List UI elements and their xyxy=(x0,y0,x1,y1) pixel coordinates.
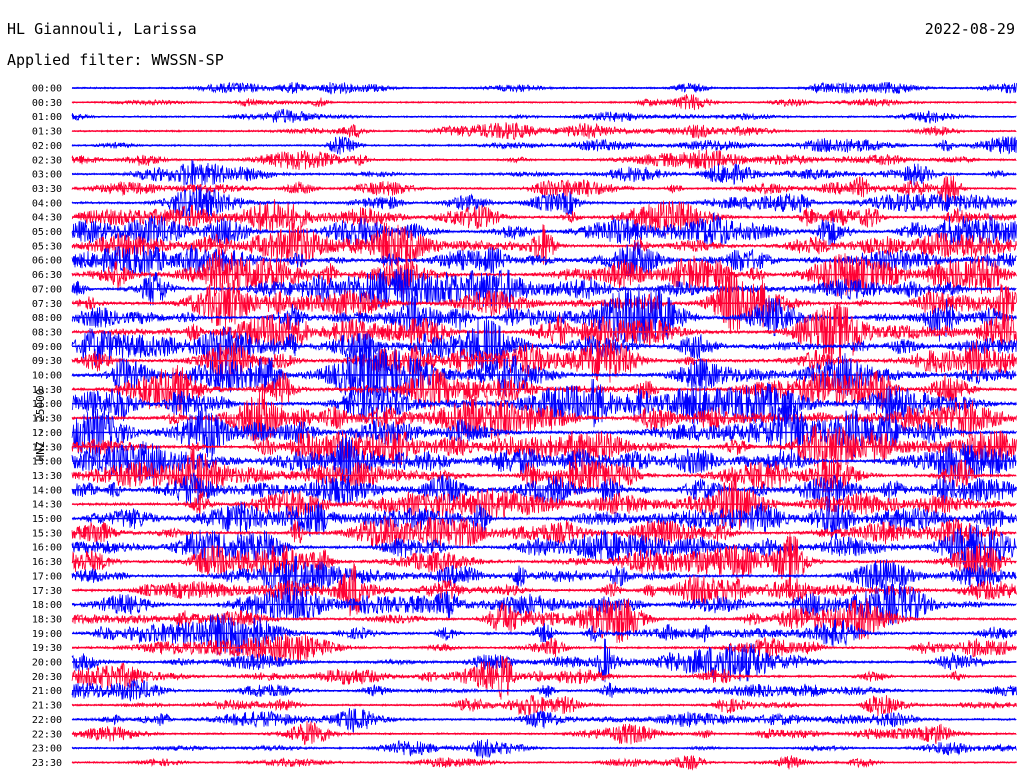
row-time-label: 19:30 xyxy=(32,643,62,654)
row-time-label: 06:30 xyxy=(32,270,62,281)
date-label: 2022-08-29 xyxy=(924,20,1015,38)
row-time-label: 09:30 xyxy=(32,356,62,367)
row-time-label: 21:30 xyxy=(32,701,62,712)
row-time-label: 03:00 xyxy=(32,170,62,181)
trace-row xyxy=(71,81,1017,95)
trace-row xyxy=(71,447,1017,504)
row-time-label: 09:00 xyxy=(32,342,62,353)
trace-row xyxy=(71,249,1017,299)
row-time-label: 05:00 xyxy=(32,227,62,238)
row-time-label: 20:30 xyxy=(32,672,62,683)
row-time-label: 04:00 xyxy=(32,198,62,209)
row-time-label: 03:30 xyxy=(32,184,62,195)
row-time-label: 14:00 xyxy=(32,485,62,496)
row-time-label: 01:00 xyxy=(32,112,62,123)
row-time-label: 05:30 xyxy=(32,241,62,252)
trace-row xyxy=(71,598,1017,643)
trace-row xyxy=(71,472,1017,506)
row-time-label: 22:00 xyxy=(32,715,62,726)
row-time-label: 23:00 xyxy=(32,744,62,755)
row-time-label: 13:00 xyxy=(32,457,62,468)
trace-row xyxy=(71,473,1017,531)
row-time-label: 17:00 xyxy=(32,571,62,582)
row-time-label: 04:30 xyxy=(32,213,62,224)
row-time-label: 07:30 xyxy=(32,299,62,310)
row-time-label: 08:00 xyxy=(32,313,62,324)
row-time-label: 15:30 xyxy=(32,528,62,539)
row-time-label: 18:30 xyxy=(32,614,62,625)
row-time-label: 02:00 xyxy=(32,141,62,152)
row-time-label: 21:00 xyxy=(32,686,62,697)
row-time-label: 16:00 xyxy=(32,543,62,554)
trace-row xyxy=(71,221,1017,269)
trace-row xyxy=(71,708,1017,734)
row-time-label: 15:00 xyxy=(32,514,62,525)
row-time-label: 11:30 xyxy=(32,414,62,425)
row-time-label: 20:00 xyxy=(32,658,62,669)
row-time-label: 22:30 xyxy=(32,729,62,740)
row-time-label: 08:30 xyxy=(32,327,62,338)
row-time-label: 12:00 xyxy=(32,428,62,439)
row-time-label: 14:30 xyxy=(32,500,62,511)
row-time-label: 00:30 xyxy=(32,98,62,109)
trace-row xyxy=(71,555,1017,595)
row-time-label: 02:30 xyxy=(32,155,62,166)
row-time-label: 19:00 xyxy=(32,629,62,640)
trace-row xyxy=(71,378,1017,428)
row-time-label: 16:30 xyxy=(32,557,62,568)
row-time-label: 23:30 xyxy=(32,758,62,769)
row-time-label: 10:30 xyxy=(32,385,62,396)
row-time-label: 11:00 xyxy=(32,399,62,410)
row-time-label: 07:00 xyxy=(32,284,62,295)
row-time-label: 17:30 xyxy=(32,586,62,597)
row-time-label: 18:00 xyxy=(32,600,62,611)
row-time-label: 00:00 xyxy=(32,84,62,95)
row-time-label: 12:30 xyxy=(32,442,62,453)
row-time-label: 10:00 xyxy=(32,371,62,382)
filter-label: Applied filter: WWSSN-SP xyxy=(7,51,224,69)
trace-row xyxy=(71,267,1017,311)
row-time-label: 01:30 xyxy=(32,127,62,138)
row-time-label: 06:00 xyxy=(32,256,62,267)
station-title: HL Giannouli, Larissa xyxy=(7,20,197,38)
row-time-label: 13:30 xyxy=(32,471,62,482)
